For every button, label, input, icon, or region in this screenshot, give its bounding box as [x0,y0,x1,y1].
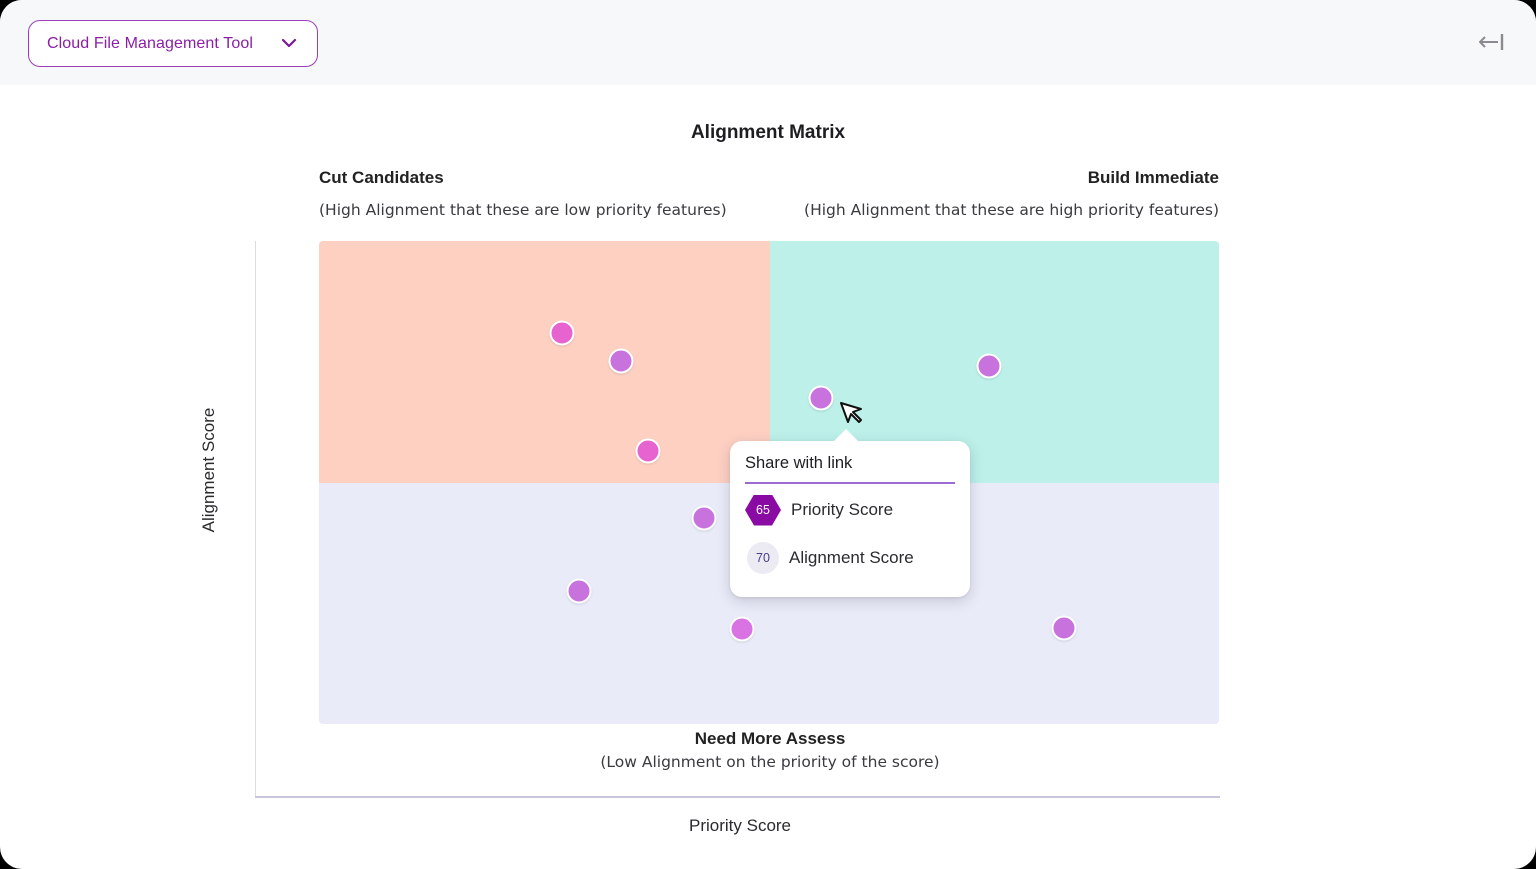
priority-score-label: Priority Score [791,500,894,519]
data-point[interactable] [729,616,755,642]
tooltip-title[interactable]: Share with link [745,454,853,472]
quadrant-title-build-immediate: Build Immediate [1087,168,1219,187]
tooltip-arrow [834,429,858,441]
project-selector-dropdown[interactable]: Cloud File Management Tool [28,20,318,67]
tooltip-divider [745,482,955,484]
data-point-tooltip: Share with link 65 Priority Score 70 Ali… [730,429,970,597]
quadrant-title-need-more-assess: Need More Assess [694,729,846,748]
y-axis-line [255,241,256,797]
top-bar: Cloud File Management Tool [0,0,1536,85]
quadrant-subtitle-need-more-assess: (Low Alignment on the priority of the sc… [600,753,940,771]
data-point[interactable] [1051,615,1077,641]
data-point[interactable] [549,320,575,346]
x-axis-label: Priority Score [688,816,792,835]
quadrant-subtitle-build-immediate: (High Alignment that these are high prio… [804,201,1219,219]
chevron-down-icon [281,38,297,48]
tooltip-row-priority: 65 Priority Score [745,494,893,526]
data-point[interactable] [635,438,661,464]
quadrant-cut-candidates [319,241,770,483]
alignment-score-label: Alignment Score [789,548,914,567]
priority-score-badge-icon: 65 [745,494,781,526]
data-point-hovered[interactable] [808,385,834,411]
y-axis-label: Alignment Score [199,407,218,533]
tooltip-row-alignment: 70 Alignment Score [745,542,914,574]
data-point[interactable] [608,348,634,374]
collapse-left-icon[interactable] [1478,30,1506,54]
quadrant-subtitle-cut-candidates: (High Alignment that these are low prior… [319,201,727,219]
x-axis-line [255,796,1220,798]
project-selector-label: Cloud File Management Tool [47,34,253,52]
data-point[interactable] [976,353,1002,379]
data-point[interactable] [691,505,717,531]
chart-title: Alignment Matrix [690,122,846,143]
alignment-score-badge-icon: 70 [747,542,779,574]
quadrant-title-cut-candidates: Cut Candidates [319,168,444,187]
data-point[interactable] [566,578,592,604]
plot-area [319,241,1219,724]
